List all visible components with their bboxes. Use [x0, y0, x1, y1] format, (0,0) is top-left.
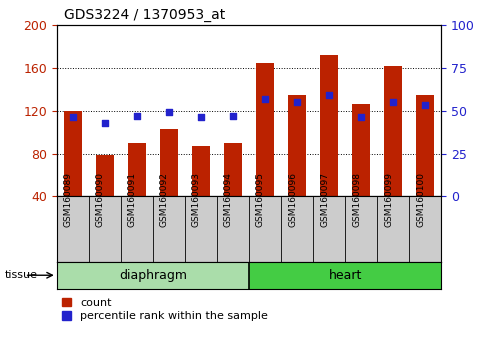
Text: GSM160099: GSM160099: [384, 172, 393, 227]
Text: GSM160095: GSM160095: [256, 172, 265, 227]
Bar: [192, 146, 210, 196]
Bar: [96, 155, 113, 196]
Text: tissue: tissue: [5, 270, 38, 280]
Point: [165, 109, 173, 115]
Point: [229, 113, 237, 119]
Legend: count, percentile rank within the sample: count, percentile rank within the sample: [62, 298, 268, 321]
Bar: [352, 104, 370, 196]
Point: [133, 113, 141, 119]
Point: [261, 96, 269, 102]
Text: GSM160100: GSM160100: [416, 172, 425, 227]
Text: GSM160094: GSM160094: [224, 172, 233, 227]
Bar: [249, 262, 441, 289]
Bar: [288, 95, 306, 196]
Point: [421, 103, 429, 108]
Text: GDS3224 / 1370953_at: GDS3224 / 1370953_at: [65, 8, 226, 22]
Text: GSM160093: GSM160093: [192, 172, 201, 227]
Text: GSM160097: GSM160097: [320, 172, 329, 227]
Text: GSM160092: GSM160092: [160, 172, 169, 227]
Point: [325, 92, 333, 98]
Text: GSM160096: GSM160096: [288, 172, 297, 227]
Point: [101, 120, 108, 125]
Bar: [160, 129, 177, 196]
Text: GSM160090: GSM160090: [96, 172, 105, 227]
Point: [357, 115, 365, 120]
Bar: [128, 143, 145, 196]
Bar: [417, 95, 434, 196]
Text: heart: heart: [328, 269, 362, 282]
Text: GSM160091: GSM160091: [128, 172, 137, 227]
Text: diaphragm: diaphragm: [119, 269, 187, 282]
Point: [389, 99, 397, 105]
Point: [197, 115, 205, 120]
Bar: [256, 63, 274, 196]
Bar: [57, 262, 249, 289]
Text: GSM160089: GSM160089: [64, 172, 73, 227]
Text: GSM160098: GSM160098: [352, 172, 361, 227]
Bar: [385, 65, 402, 196]
Bar: [64, 110, 81, 196]
Bar: [320, 55, 338, 196]
Bar: [224, 143, 242, 196]
Point: [69, 115, 77, 120]
Point: [293, 99, 301, 105]
